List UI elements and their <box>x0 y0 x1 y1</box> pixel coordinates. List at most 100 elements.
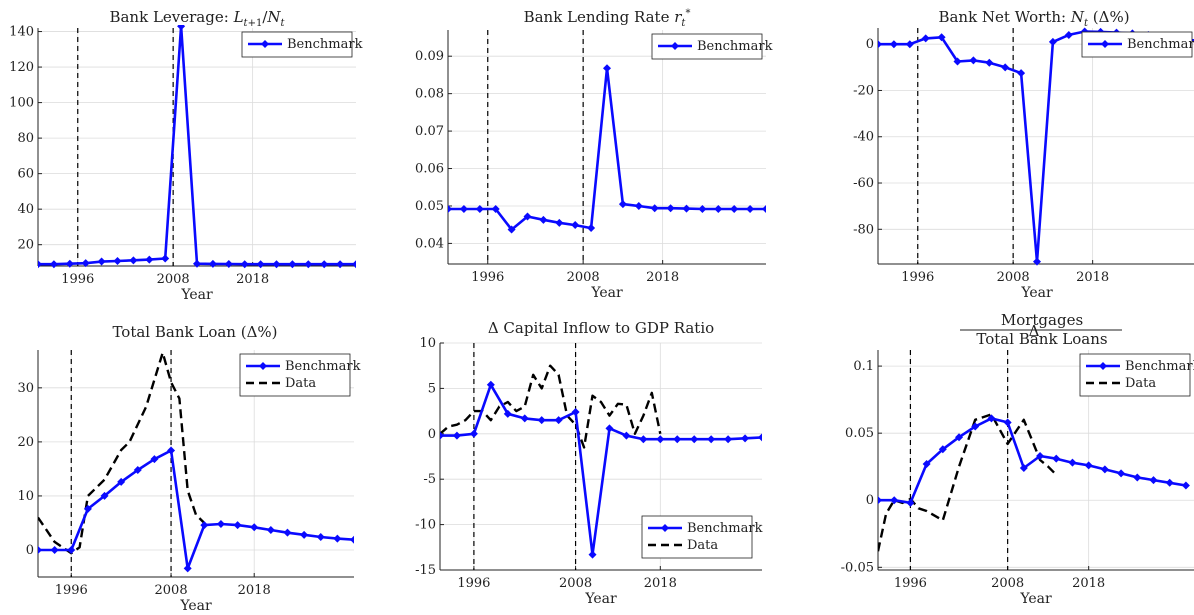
title-bank-net-worth: Bank Net Worth: Nt (Δ%) <box>938 8 1129 29</box>
x-tick-label: 2018 <box>646 270 679 285</box>
x-axis-label: Year <box>584 591 617 607</box>
y-tick-label: 0 <box>866 37 874 52</box>
x-axis-label: Year <box>1019 591 1052 607</box>
legend-label-benchmark: Benchmark <box>285 359 361 374</box>
data-point <box>537 416 546 425</box>
data-point <box>666 204 675 213</box>
y-tick-label: 120 <box>9 60 34 75</box>
data-point <box>336 260 345 269</box>
legend: Benchmark Data <box>239 353 361 397</box>
series-line-benchmark <box>38 25 356 266</box>
y-tick-label: -10 <box>415 518 436 533</box>
data-point <box>707 435 716 444</box>
data-point <box>200 521 209 530</box>
x-axis-label: Year <box>1020 285 1053 301</box>
data-point <box>250 523 259 532</box>
data-point <box>193 259 201 268</box>
data-point <box>491 204 500 213</box>
legend-marker <box>661 524 669 532</box>
data-point <box>906 498 915 507</box>
data-point <box>639 435 648 444</box>
data-point <box>1117 469 1126 478</box>
y-tick-label: 0.05 <box>845 426 874 441</box>
legend-label-benchmark: Benchmark <box>287 37 363 52</box>
panel-bank-lending-rate: Bank Lending Rate rt* 1996 2008 2018 0.04 0.… <box>415 8 773 301</box>
series-benchmark <box>448 64 766 234</box>
title-bank-leverage: Bank Leverage: Lt+1/Nt <box>109 8 285 29</box>
data-point <box>971 422 980 431</box>
data-point <box>953 57 962 66</box>
title-capital-inflow: Δ Capital Inflow to GDP Ratio <box>488 319 714 337</box>
data-point <box>97 257 106 266</box>
data-point <box>38 545 42 554</box>
data-point <box>587 224 596 233</box>
x-tick-label: 2018 <box>1072 576 1105 591</box>
data-point <box>50 545 59 554</box>
y-tick-label: 40 <box>17 202 34 217</box>
title-bank-lending-rate: Bank Lending Rate rt* <box>524 8 691 29</box>
data-point <box>889 40 898 49</box>
data-point <box>1100 465 1109 474</box>
x-tick-label: 2018 <box>1076 270 1109 285</box>
data-point <box>1165 478 1174 487</box>
data-point <box>1001 63 1010 72</box>
legend-marker <box>671 42 679 50</box>
data-point <box>539 215 548 224</box>
y-tick-label: -5 <box>423 472 436 487</box>
legend: Benchmark <box>1081 31 1194 58</box>
legend: Benchmark Data <box>1079 353 1194 397</box>
data-point <box>300 530 309 539</box>
data-point <box>955 433 964 442</box>
x-tick-label: 2008 <box>991 576 1024 591</box>
series-line-data <box>38 351 206 555</box>
data-point <box>714 204 723 213</box>
y-tick-label: 0.05 <box>415 199 444 214</box>
legend-box <box>239 353 351 397</box>
data-point <box>724 435 733 444</box>
legend-marker <box>261 40 269 48</box>
data-point <box>161 254 170 263</box>
data-point <box>283 528 292 537</box>
x-tick-label: 2008 <box>155 583 188 598</box>
data-point <box>1149 476 1158 485</box>
data-point <box>475 204 484 213</box>
y-tick-label: 0.09 <box>415 49 444 64</box>
data-point <box>133 465 142 474</box>
series-line-benchmark <box>878 417 1187 505</box>
data-point <box>878 40 882 49</box>
data-point <box>682 204 691 213</box>
title-mortgages-numerator: Mortgages <box>1001 311 1083 329</box>
x-tick-label: 1996 <box>471 270 504 285</box>
y-tick-label: 0.1 <box>853 359 874 374</box>
data-point <box>650 204 659 213</box>
data-point <box>486 380 495 389</box>
panel-bank-net-worth: Bank Net Worth: Nt (Δ%) 1996 2008 2018 -80 -… <box>853 8 1194 301</box>
series-data <box>878 413 1058 552</box>
panel-mortgages-ratio: Δ Mortgages Total Bank Loans 1996 2008 201… <box>841 311 1194 607</box>
data-point <box>129 256 138 265</box>
data-point <box>288 260 297 269</box>
data-point <box>1033 257 1041 266</box>
data-point <box>240 260 249 269</box>
data-point <box>83 504 92 513</box>
y-tick-label: -40 <box>853 130 874 145</box>
legend-box <box>1079 353 1191 397</box>
y-tick-label: 0.07 <box>415 124 444 139</box>
data-point <box>1181 481 1190 490</box>
legend-label-benchmark: Benchmark <box>697 39 773 54</box>
data-point <box>113 257 122 266</box>
data-point <box>571 221 580 230</box>
y-tick-label: 80 <box>17 131 34 146</box>
series-benchmark <box>878 27 1194 266</box>
series-benchmark <box>38 446 354 573</box>
data-point <box>618 200 627 209</box>
data-point <box>571 408 580 417</box>
data-point <box>208 259 217 268</box>
data-point <box>67 545 76 554</box>
y-tick-label: 60 <box>17 167 34 182</box>
legend-label-data: Data <box>285 376 316 391</box>
data-point <box>730 204 739 213</box>
data-point <box>49 260 58 269</box>
data-point <box>762 204 766 213</box>
